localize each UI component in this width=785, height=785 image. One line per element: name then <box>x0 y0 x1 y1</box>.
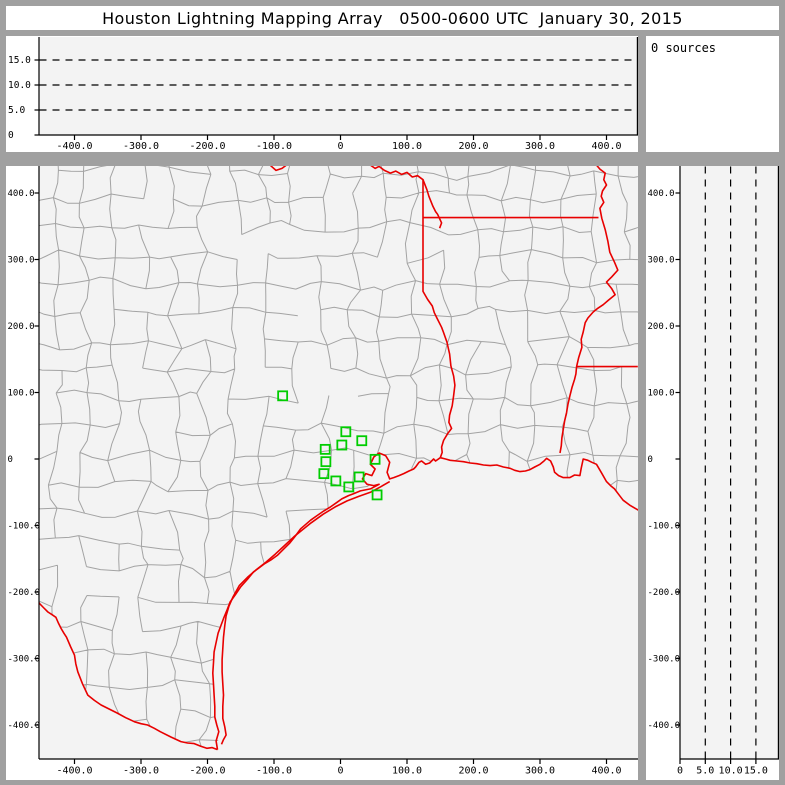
sources-count-panel: 0 sources <box>646 36 779 152</box>
tick-label: 400.0 <box>8 189 35 199</box>
tick-label: -200.0 <box>189 141 225 152</box>
tick-label: -100.0 <box>648 522 681 532</box>
tick-label: 100.0 <box>8 389 35 399</box>
tick-label: 5.0 <box>8 105 25 116</box>
tick-label: -300.0 <box>648 655 681 665</box>
red-river-west <box>269 166 287 172</box>
station-marker <box>343 481 355 493</box>
tick-label: 200.0 <box>458 766 488 777</box>
tick-label: 0 <box>337 141 343 152</box>
station-marker <box>320 456 332 468</box>
window-title: Houston Lightning Mapping Array 0500-060… <box>102 8 683 28</box>
station-marker <box>277 390 289 402</box>
station-marker <box>356 435 368 447</box>
tick-label: 0 <box>8 130 14 141</box>
tick-label: 100.0 <box>392 141 422 152</box>
tick-label: 300.0 <box>525 141 555 152</box>
mississippi-river <box>559 166 619 454</box>
station-marker <box>353 471 365 483</box>
red-river-arkansas-tail <box>422 179 443 229</box>
tick-label: -200.0 <box>648 588 681 598</box>
station-marker <box>371 489 383 501</box>
map-plot-area[interactable] <box>39 166 638 759</box>
tick-label: -100.0 <box>256 766 292 777</box>
altitude-ew-plot: 0 5.0 10.0 15.0 -400.0 -300.0 -200.0 -100.0 0 100… <box>8 37 638 152</box>
tick-label: -300.0 <box>8 655 41 665</box>
tick-label: -300.0 <box>123 766 159 777</box>
tick-label: 0 <box>337 766 343 777</box>
tick-label: 0 <box>8 455 13 465</box>
tick-label: -400.0 <box>56 766 92 777</box>
tick-label: 100.0 <box>648 389 675 399</box>
tick-label: -200.0 <box>8 588 41 598</box>
tx-ok-ar-sabine <box>370 166 456 458</box>
tick-label: -400.0 <box>8 721 41 731</box>
tick-label: 200.0 <box>458 141 488 152</box>
tick-label: -400.0 <box>56 141 92 152</box>
tick-label: 0 <box>648 455 653 465</box>
station-markers <box>277 390 383 501</box>
tick-label: 15.0 <box>8 55 31 66</box>
tick-label: 100.0 <box>392 766 422 777</box>
tick-label: 400.0 <box>648 189 675 199</box>
alt-ew-plot-area[interactable] <box>39 37 638 135</box>
tick-label: 200.0 <box>8 322 35 332</box>
tick-label: 400.0 <box>591 766 621 777</box>
tick-label: -200.0 <box>189 766 225 777</box>
station-marker <box>336 439 348 451</box>
station-marker <box>319 443 331 455</box>
tick-label: -300.0 <box>123 141 159 152</box>
state-borders <box>39 166 638 751</box>
altitude-vs-ew-panel[interactable]: 0 5.0 10.0 15.0 -400.0 -300.0 -200.0 -100.0 0 100… <box>6 36 638 152</box>
la-gulf-coast <box>440 456 638 511</box>
barrier-islands <box>220 480 391 745</box>
plan-view-map: 400.0 300.0 200.0 100.0 0 -100.0 -200.0 -300.0 -… <box>8 166 638 777</box>
tick-label: 0 <box>677 766 683 777</box>
station-marker <box>318 468 330 480</box>
plan-view-map-panel[interactable]: 400.0 300.0 200.0 100.0 0 -100.0 -200.0 -300.0 -… <box>6 166 638 780</box>
altitude-vs-ns-panel[interactable]: 400.0 300.0 200.0 100.0 0 -100.0 -200.0 -300.0 -… <box>646 166 779 780</box>
title-bar: Houston Lightning Mapping Array 0500-060… <box>6 6 779 30</box>
tick-label: 5.0 <box>696 766 714 777</box>
tick-label: 200.0 <box>648 322 675 332</box>
altitude-ns-plot: 400.0 300.0 200.0 100.0 0 -100.0 -200.0 -300.0 -… <box>648 166 779 777</box>
tick-label: -400.0 <box>648 721 681 731</box>
tick-label: -100.0 <box>8 522 41 532</box>
tick-label: 400.0 <box>591 141 621 152</box>
tick-label: 300.0 <box>525 766 555 777</box>
tick-label: 15.0 <box>744 766 768 777</box>
alt-ns-plot-area[interactable] <box>680 166 779 759</box>
tick-label: 10.0 <box>719 766 743 777</box>
rio-grande <box>39 600 218 751</box>
tick-label: -100.0 <box>256 141 292 152</box>
station-marker <box>330 475 342 487</box>
tick-label: 300.0 <box>648 256 675 266</box>
tx-gulf-coast <box>212 452 441 750</box>
tick-label: 10.0 <box>8 80 31 91</box>
sources-count-label: 0 sources <box>651 41 717 55</box>
station-marker <box>340 426 352 438</box>
tick-label: 300.0 <box>8 256 35 266</box>
station-marker <box>369 453 381 465</box>
